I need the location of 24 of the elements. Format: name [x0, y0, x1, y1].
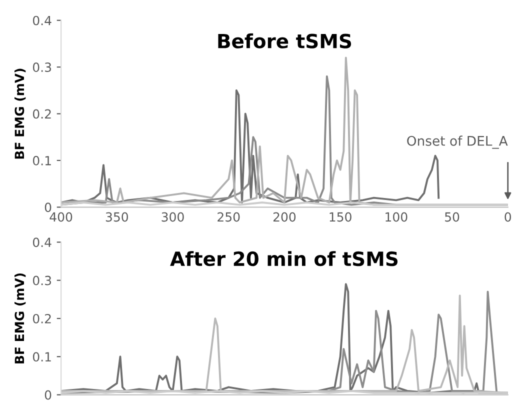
x-tick-label: 0: [504, 212, 512, 222]
x-tick-label: 50: [445, 212, 460, 222]
x-tick-label: 400: [50, 212, 72, 222]
y-tick-label: 0.4: [32, 238, 52, 248]
y-tick-label: 0: [44, 390, 52, 400]
text: Before tSMS: [218, 33, 352, 48]
chart-title: After 20 min of tSMS: [170, 251, 398, 266]
x-tick-label: 250: [218, 212, 240, 222]
x-tick-label: 150: [330, 212, 352, 222]
y-axis-title: BF EMG (mV): [14, 68, 26, 159]
x-tick-label: 200: [273, 212, 296, 222]
y-tick-label: 0.1: [32, 352, 51, 362]
y-tick-label: 0: [44, 202, 52, 212]
y-tick-label: 0.2: [32, 314, 51, 324]
y-tick-label: 0.3: [32, 276, 52, 286]
y-tick-label: 0.4: [32, 16, 52, 26]
x-tick-label: 100: [386, 212, 408, 222]
x-tick-label: 350: [106, 212, 128, 222]
y-axis-title: BF EMG (mV): [14, 273, 26, 364]
y-tick-label: 0.2: [32, 109, 51, 119]
annotation: Onset of DEL_A: [407, 136, 508, 149]
x-tick-label: 300: [162, 212, 184, 222]
y-tick-label: 0.3: [32, 62, 52, 72]
y-tick-label: 0.1: [32, 156, 51, 166]
